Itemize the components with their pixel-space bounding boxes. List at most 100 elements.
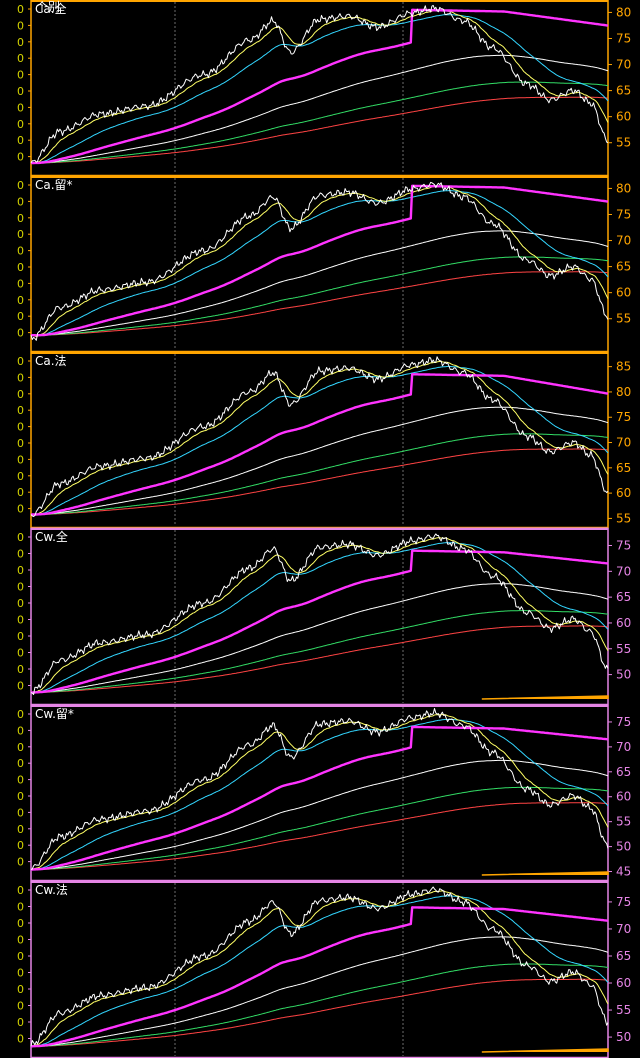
left-axis-tick-label: 0	[17, 934, 24, 947]
left-axis-tick-label: 0	[17, 388, 24, 401]
left-axis-tick-label: 0	[17, 36, 24, 49]
left-axis-tick-label: 0	[17, 486, 24, 499]
ma-yellow-line	[30, 9, 609, 164]
left-axis-tick-label: 0	[17, 708, 24, 721]
left-axis-tick-label: 0	[17, 741, 24, 754]
left-axis-tick-label: 0	[17, 228, 24, 241]
left-axis-tick-label: 0	[17, 680, 24, 693]
volume-bar	[481, 695, 609, 700]
left-axis-tick-label: 0	[17, 967, 24, 980]
left-axis-tick-label: 0	[17, 19, 24, 32]
left-axis-tick-label: 0	[17, 823, 24, 836]
ma-cyan-line	[31, 542, 609, 693]
left-axis-tick-label: 0	[17, 212, 24, 225]
left-axis-tick-label: 0	[17, 179, 24, 192]
left-axis-tick-label: 0	[17, 134, 24, 147]
header-label: 个别	[36, 0, 60, 14]
ma-green-line	[31, 786, 609, 870]
left-axis-tick-label: 0	[17, 437, 24, 450]
left-axis-tick-label: 0	[17, 310, 24, 323]
y-tick-label: 65	[616, 461, 631, 475]
y-tick-label: 75	[616, 715, 631, 729]
left-axis-tick-label: 0	[17, 85, 24, 98]
y-tick-label: 60	[616, 790, 631, 804]
ma-red-line	[31, 448, 609, 515]
ma-long-white-line	[31, 759, 609, 870]
left-axis-tick-label: 0	[17, 470, 24, 483]
y-tick-label: 60	[616, 486, 631, 500]
chart-panel: 55 60 65 70 75 80 85 0 0 0 0 0 0 0 0 0 0 Ca.法	[17, 351, 631, 529]
left-axis-tick-label: 0	[17, 118, 24, 131]
y-tick-label: 50	[616, 840, 631, 854]
y-tick-label: 80	[616, 385, 631, 399]
price-line	[30, 708, 609, 870]
ma-green-line	[31, 610, 609, 693]
y-tick-label: 70	[616, 58, 631, 72]
ma-red-line	[31, 271, 609, 336]
left-axis-tick-label: 0	[17, 806, 24, 819]
y-tick-label: 70	[616, 234, 631, 248]
y-tick-label: 50	[616, 1030, 631, 1044]
ma-green-line	[31, 81, 609, 164]
left-axis-tick-label: 0	[17, 371, 24, 384]
left-axis-tick-label: 0	[17, 663, 24, 676]
y-tick-label: 85	[616, 360, 631, 374]
left-axis-tick-label: 0	[17, 101, 24, 114]
y-tick-label: 60	[616, 110, 631, 124]
price-line	[30, 181, 609, 341]
ma-magenta-line	[31, 8, 609, 165]
y-tick-label: 60	[616, 286, 631, 300]
y-tick-label: 60	[616, 976, 631, 990]
ma-cyan-line	[31, 365, 609, 516]
y-tick-label: 80	[616, 5, 631, 19]
left-axis-tick-label: 0	[17, 52, 24, 65]
left-axis-tick-label: 0	[17, 839, 24, 852]
left-axis-tick-label: 0	[17, 983, 24, 996]
y-tick-label: 75	[616, 538, 631, 552]
left-axis-tick-label: 0	[17, 195, 24, 208]
ma-red-line	[31, 978, 609, 1047]
ma-cyan-line	[31, 14, 609, 164]
y-tick-label: 75	[616, 207, 631, 221]
y-tick-label: 75	[616, 31, 631, 45]
left-axis-tick-label: 0	[17, 917, 24, 930]
y-tick-label: 65	[616, 260, 631, 274]
panel-title: Ca.全	[35, 1, 67, 16]
y-tick-label: 65	[616, 765, 631, 779]
chart-panel: 45 50 55 60 65 70 75 0 0 0 0 0 0 0 0 0 0 Cw.留*	[17, 704, 631, 882]
ma-green-line	[31, 433, 609, 515]
left-axis-tick-label: 0	[17, 597, 24, 610]
ma-magenta-line	[31, 373, 609, 516]
volume-bar	[481, 1048, 609, 1053]
left-axis-tick-label: 0	[17, 453, 24, 466]
price-line	[30, 356, 609, 517]
y-tick-label: 70	[616, 740, 631, 754]
left-axis-tick-label: 0	[17, 548, 24, 561]
ma-cyan-line	[30, 895, 609, 1047]
y-tick-label: 80	[616, 181, 631, 195]
price-line	[30, 886, 609, 1047]
y-tick-label: 70	[616, 436, 631, 450]
y-tick-label: 50	[616, 668, 631, 682]
panel-title: Cw.法	[35, 883, 68, 897]
y-tick-label: 55	[616, 511, 631, 525]
y-tick-label: 55	[616, 815, 631, 829]
left-axis-tick-label: 0	[17, 950, 24, 963]
price-line	[30, 4, 609, 164]
chart-panel: 55 60 65 70 75 80 0 0 0 0 0 0 0 0 0 0 Ca.全	[17, 0, 631, 177]
y-tick-label: 55	[616, 1003, 631, 1017]
left-axis-tick-label: 0	[17, 1033, 24, 1046]
ma-magenta-line	[31, 725, 609, 871]
left-axis-tick-label: 0	[17, 531, 24, 544]
volume-bar	[481, 871, 609, 876]
y-tick-label: 65	[616, 590, 631, 604]
left-axis-tick-label: 0	[17, 355, 24, 368]
ma-magenta-line	[30, 184, 609, 337]
y-tick-label: 55	[616, 136, 631, 150]
left-axis-tick-label: 0	[17, 630, 24, 643]
left-axis-tick-label: 0	[17, 245, 24, 258]
y-tick-label: 75	[616, 410, 631, 424]
panel-title: Ca.法	[35, 354, 67, 368]
y-tick-label: 75	[616, 895, 631, 909]
